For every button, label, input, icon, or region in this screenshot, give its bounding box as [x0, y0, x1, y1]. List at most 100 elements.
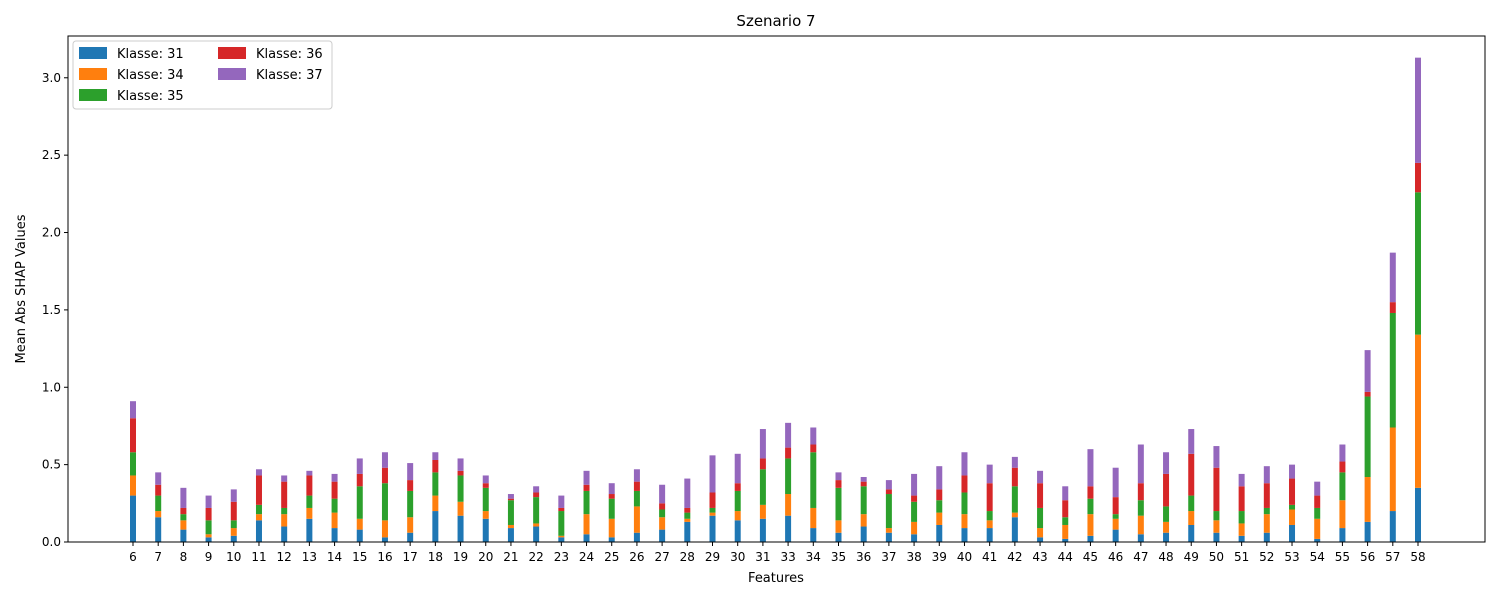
legend-swatch-3 [218, 47, 246, 59]
bar-25-series-3 [608, 494, 615, 499]
bar-43-series-1 [1037, 528, 1044, 538]
bar-31-series-4 [759, 429, 766, 459]
x-tick-label: 19 [453, 550, 468, 564]
bar-42-series-2 [1011, 486, 1018, 513]
bar-18-series-0 [432, 511, 439, 542]
bar-56-series-3 [1364, 391, 1371, 397]
bar-10-series-4 [230, 489, 237, 502]
bar-8-series-1 [180, 520, 187, 530]
bar-37-series-4 [885, 480, 892, 490]
bar-30-series-1 [734, 511, 741, 521]
x-tick-label: 17 [403, 550, 418, 564]
bar-52-series-1 [1263, 514, 1270, 533]
bar-31-series-0 [759, 518, 766, 542]
bars-layer [130, 57, 1421, 542]
y-tick-label: 1.0 [42, 380, 61, 394]
bar-46-series-2 [1112, 514, 1119, 519]
bar-34-series-2 [810, 452, 817, 508]
bar-27-series-2 [659, 509, 666, 518]
bar-41-series-2 [986, 511, 993, 521]
bar-43-series-2 [1037, 507, 1044, 529]
bar-10-series-0 [230, 535, 237, 542]
x-tick-label: 14 [327, 550, 342, 564]
x-tick-label: 24 [579, 550, 594, 564]
bar-39-series-0 [936, 524, 943, 542]
bar-15-series-4 [356, 458, 363, 474]
x-tick-label: 29 [705, 550, 720, 564]
bar-8-series-0 [180, 529, 187, 542]
x-tick-label: 49 [1184, 550, 1199, 564]
bar-12-series-1 [281, 514, 288, 527]
bar-52-series-2 [1263, 507, 1270, 515]
bar-25-series-1 [608, 518, 615, 538]
bar-27-series-1 [659, 517, 666, 530]
bar-44-series-4 [1062, 486, 1069, 501]
bar-23-series-3 [558, 507, 565, 512]
bar-50-series-4 [1213, 446, 1220, 468]
bar-33-series-4 [785, 422, 792, 448]
bar-55-series-3 [1339, 461, 1346, 473]
bar-55-series-0 [1339, 528, 1346, 542]
bar-58-series-0 [1415, 487, 1421, 542]
bar-35-series-1 [835, 520, 842, 533]
bar-17-series-1 [407, 517, 414, 533]
bar-27-series-0 [659, 529, 666, 542]
bar-44-series-3 [1062, 500, 1069, 518]
bar-28-series-4 [684, 478, 691, 508]
x-tick-label: 7 [154, 550, 162, 564]
bar-51-series-3 [1238, 486, 1245, 512]
bar-11-series-3 [255, 475, 262, 505]
bar-38-series-4 [911, 473, 918, 496]
y-tick-label: 0.5 [42, 458, 61, 472]
bar-24-series-1 [583, 514, 590, 535]
bar-29-series-1 [709, 512, 716, 516]
bar-56-series-1 [1364, 477, 1371, 522]
bar-56-series-4 [1364, 350, 1371, 392]
bar-7-series-0 [155, 517, 162, 542]
bar-45-series-0 [1087, 535, 1094, 542]
bar-26-series-4 [633, 469, 640, 482]
bar-55-series-2 [1339, 472, 1346, 501]
x-tick-label: 26 [629, 550, 644, 564]
bar-11-series-0 [255, 520, 262, 542]
bar-24-series-4 [583, 470, 590, 485]
y-tick-label: 3.0 [42, 71, 61, 85]
bar-49-series-0 [1188, 524, 1195, 542]
x-tick-label: 28 [680, 550, 695, 564]
bar-39-series-2 [936, 500, 943, 513]
bar-50-series-2 [1213, 511, 1220, 521]
x-tick-label: 20 [478, 550, 493, 564]
bar-16-series-3 [381, 467, 388, 484]
bar-21-series-3 [507, 498, 514, 501]
bar-6-series-1 [130, 475, 136, 496]
bar-49-series-3 [1188, 453, 1195, 496]
x-tick-label: 23 [554, 550, 569, 564]
x-tick-label: 47 [1133, 550, 1148, 564]
bar-50-series-0 [1213, 532, 1220, 542]
bar-43-series-4 [1037, 470, 1044, 484]
bar-41-series-1 [986, 520, 993, 529]
bar-41-series-4 [986, 464, 993, 484]
bar-6-series-2 [130, 452, 136, 476]
bar-31-series-2 [759, 469, 766, 505]
bar-14-series-0 [331, 528, 338, 542]
bar-7-series-1 [155, 511, 162, 518]
bar-39-series-3 [936, 489, 943, 501]
bar-11-series-2 [255, 504, 262, 515]
bar-25-series-4 [608, 483, 615, 495]
bar-53-series-3 [1289, 478, 1296, 505]
bar-27-series-4 [659, 484, 666, 504]
bar-47-series-4 [1137, 444, 1144, 484]
bar-36-series-0 [860, 526, 867, 542]
x-tick-label: 30 [730, 550, 745, 564]
bar-58-series-3 [1415, 162, 1421, 193]
x-tick-label: 11 [251, 550, 266, 564]
bar-21-series-1 [507, 524, 514, 529]
bar-19-series-1 [457, 501, 464, 516]
bar-28-series-0 [684, 521, 691, 542]
bar-13-series-3 [306, 475, 313, 496]
x-tick-label: 36 [856, 550, 871, 564]
bar-28-series-1 [684, 518, 691, 522]
bar-42-series-0 [1011, 517, 1018, 542]
x-tick-label: 39 [932, 550, 947, 564]
